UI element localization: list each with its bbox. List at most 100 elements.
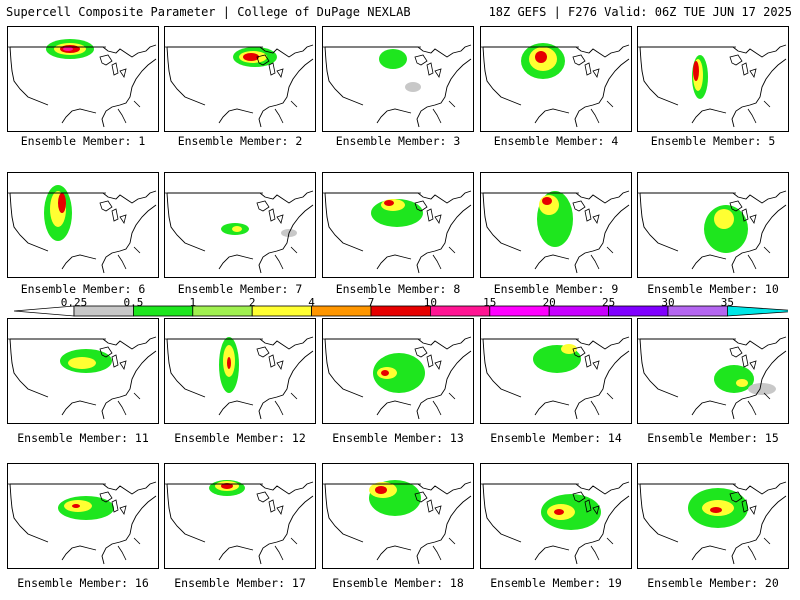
ensemble-member-map — [7, 318, 159, 424]
ensemble-member-map — [480, 172, 632, 278]
us-outline — [482, 336, 630, 420]
coastline — [590, 100, 614, 124]
colorbar-segment — [370, 305, 431, 317]
ensemble-member-map — [480, 318, 632, 424]
coastline — [747, 246, 771, 270]
ensemble-member-map — [322, 172, 474, 278]
colorbar-tick-label: 25 — [601, 296, 616, 309]
colorbar — [14, 305, 788, 317]
coastline — [274, 537, 298, 561]
us-outline — [9, 336, 157, 420]
ensemble-member-map — [7, 26, 159, 132]
us-outline — [9, 481, 157, 565]
coastline — [747, 100, 771, 124]
colorbar-segment — [667, 305, 728, 317]
scp-contour — [535, 51, 547, 63]
great-lakes — [99, 491, 127, 515]
colorbar-tick-label: 35 — [720, 296, 735, 309]
scp-contour — [232, 226, 242, 232]
coastline — [117, 392, 141, 416]
ensemble-member-label: Ensemble Member: 5 — [650, 134, 776, 148]
scp-contour — [710, 507, 722, 513]
ensemble-member-map — [322, 26, 474, 132]
scp-contour — [373, 353, 425, 393]
colorbar-tick-label: 20 — [542, 296, 556, 309]
ensemble-member-map — [480, 26, 632, 132]
us-outline — [482, 190, 630, 274]
great-lakes — [572, 346, 600, 370]
us-outline — [166, 481, 314, 565]
ensemble-member-map — [7, 463, 159, 569]
scp-contour — [381, 370, 389, 376]
scp-contour — [736, 379, 748, 387]
map-svg — [638, 190, 787, 274]
colorbar-tick-label: 15 — [483, 296, 497, 309]
ensemble-member-map — [322, 463, 474, 569]
scp-contour — [375, 486, 387, 494]
ensemble-member-label: Ensemble Member: 12 — [174, 431, 306, 445]
scp-contour — [243, 53, 259, 61]
ensemble-member-map — [637, 463, 789, 569]
scp-contour — [554, 509, 564, 515]
map-svg — [8, 481, 157, 565]
map-svg — [8, 336, 157, 420]
scp-contour — [68, 357, 96, 369]
ensemble-member-label: Ensemble Member: 4 — [493, 134, 619, 148]
ensemble-member-label: Ensemble Member: 9 — [493, 282, 619, 296]
ensemble-member-map — [164, 26, 316, 132]
map-svg — [481, 190, 630, 274]
colorbar-tick-label: 0.25 — [60, 296, 88, 309]
colorbar-segment — [548, 305, 610, 317]
colorbar-segment — [192, 305, 253, 317]
colorbar-tick-label: 1 — [189, 296, 197, 309]
coastline — [747, 537, 771, 561]
ensemble-member-label: Ensemble Member: 1 — [20, 134, 146, 148]
us-outline — [166, 336, 314, 420]
scp-contour — [72, 504, 80, 508]
map-svg — [165, 480, 314, 565]
ensemble-member-label: Ensemble Member: 19 — [490, 576, 622, 590]
map-svg — [323, 190, 472, 274]
ensemble-member-map — [480, 463, 632, 569]
scp-contour — [221, 483, 233, 489]
scp-contour — [381, 199, 405, 211]
great-lakes — [414, 346, 442, 370]
ensemble-member-map — [637, 318, 789, 424]
colorbar-tick-label: 2 — [248, 296, 256, 309]
colorbar-segment — [311, 305, 372, 317]
ensemble-member-map — [164, 463, 316, 569]
great-lakes — [572, 54, 600, 78]
run-info: 18Z GEFS | F276 Valid: 06Z TUE JUN 17 20… — [488, 5, 792, 19]
us-outline — [324, 336, 472, 420]
great-lakes — [256, 491, 284, 515]
coastline — [117, 100, 141, 124]
map-svg — [638, 336, 787, 420]
colorbar-tick-label: 4 — [308, 296, 315, 309]
coastline — [432, 246, 456, 270]
colorbar-segment — [489, 305, 550, 317]
coastline — [274, 246, 298, 270]
scp-contour — [227, 357, 231, 369]
great-lakes — [729, 491, 757, 515]
us-outline — [324, 44, 472, 128]
great-lakes — [729, 346, 757, 370]
great-lakes — [256, 54, 284, 78]
ensemble-member-map — [322, 318, 474, 424]
ensemble-member-label: Ensemble Member: 2 — [177, 134, 303, 148]
map-svg — [323, 480, 472, 565]
us-outline — [639, 190, 787, 274]
map-svg — [8, 185, 157, 274]
colorbar-segment — [608, 305, 669, 317]
map-svg — [165, 44, 314, 128]
map-svg — [165, 336, 314, 420]
scp-contour — [384, 200, 394, 206]
scp-contour — [63, 47, 73, 51]
coastline — [590, 537, 614, 561]
ensemble-member-map — [7, 172, 159, 278]
ensemble-member-label: Ensemble Member: 3 — [335, 134, 461, 148]
map-svg — [638, 44, 787, 128]
coastline — [432, 100, 456, 124]
great-lakes — [99, 346, 127, 370]
coastline — [432, 392, 456, 416]
map-svg — [481, 336, 630, 420]
